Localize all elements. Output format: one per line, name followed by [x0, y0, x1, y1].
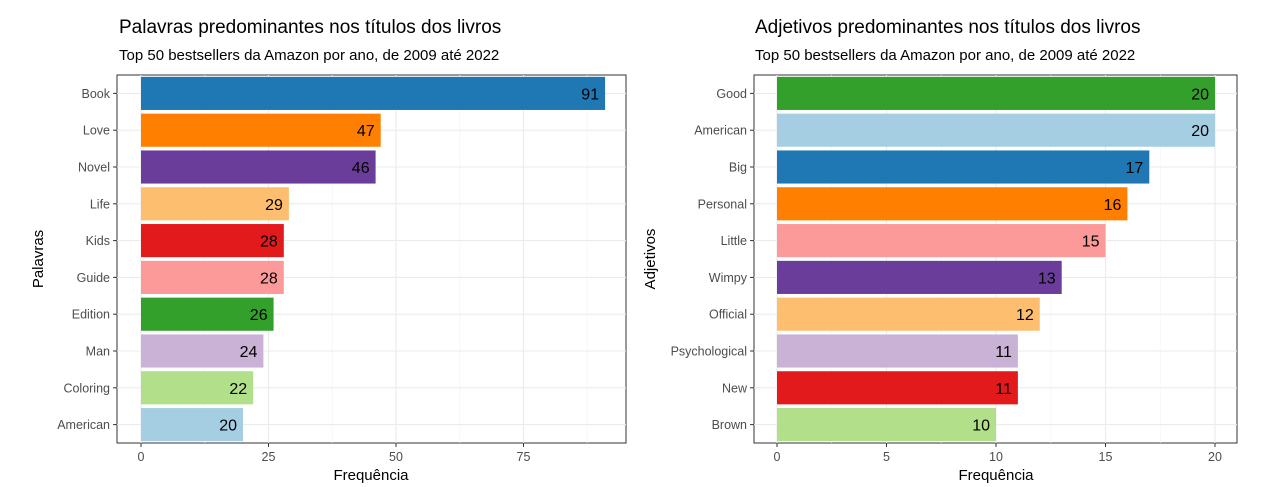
bar [141, 224, 284, 258]
bar [141, 297, 274, 331]
bar [141, 187, 289, 221]
bar-value-label: 46 [352, 160, 370, 177]
bar-value-label: 20 [1191, 123, 1209, 140]
bar-value-label: 24 [240, 344, 258, 361]
y-tick-label: Love [83, 124, 110, 138]
x-tick-label: 50 [389, 450, 403, 464]
bar-value-label: 26 [250, 307, 268, 324]
value-labels-layer: 20 20 17 16 15 13 12 11 11 10 [972, 86, 1209, 434]
bar [141, 334, 264, 368]
bar [777, 76, 1215, 110]
y-tick-label: Book [82, 87, 111, 101]
y-tick-label: Life [90, 197, 110, 211]
plot-frame [116, 74, 627, 444]
y-tick-label: American [694, 124, 747, 138]
bar [777, 334, 1018, 368]
bar-value-label: 47 [357, 123, 375, 140]
y-axis-title: Adjetivos [642, 229, 659, 290]
bar [777, 260, 1062, 294]
x-tick-label: 20 [1208, 450, 1222, 464]
bar-value-label: 12 [1016, 307, 1034, 324]
y-tick-label: Novel [78, 161, 110, 175]
y-tick-labels: Book Love Novel Life Kids Guide Edition Man Colo… [57, 87, 117, 432]
y-tick-label: Big [729, 161, 747, 175]
bar [777, 224, 1106, 258]
bar-value-label: 29 [265, 197, 283, 214]
y-tick-label: Man [86, 345, 110, 359]
y-tick-label: Little [721, 234, 747, 248]
bar-value-label: 11 [995, 381, 1012, 398]
bar-value-label: 20 [1191, 86, 1209, 103]
bar [777, 297, 1040, 331]
x-axis-title: Frequência [958, 467, 1034, 484]
bars-layer [141, 76, 606, 442]
bar [777, 187, 1128, 221]
bar [777, 113, 1215, 147]
chart-panel-palavras: Palavras predominantes nos títulos dos l… [30, 17, 627, 484]
bar-value-label: 13 [1038, 270, 1056, 287]
y-tick-label: Brown [712, 418, 747, 432]
bar [141, 150, 376, 184]
bar-value-label: 91 [581, 86, 599, 103]
y-axis-title: Palavras [30, 230, 47, 288]
bar-value-label: 20 [219, 418, 237, 435]
y-tick-label: American [57, 418, 110, 432]
bar-value-label: 22 [229, 381, 247, 398]
y-tick-label: Official [709, 308, 747, 322]
bar [141, 76, 606, 110]
bar [141, 408, 243, 442]
x-tick-label: 5 [883, 450, 890, 464]
x-tick-label: 15 [1099, 450, 1113, 464]
x-tick-labels: 0 5 10 15 20 [774, 443, 1222, 464]
chart-subtitle: Top 50 bestsellers da Amazon por ano, de… [755, 47, 1136, 64]
bar-value-label: 28 [260, 234, 278, 251]
y-tick-label: New [722, 381, 748, 395]
chart-title: Palavras predominantes nos títulos dos l… [119, 17, 502, 38]
bar [141, 113, 381, 147]
y-tick-label: Kids [86, 234, 110, 248]
bar-value-label: 10 [972, 418, 990, 435]
chart-panel-adjetivos: Adjetivos predominantes nos títulos dos … [640, 0, 1277, 487]
chart-title: Adjetivos predominantes nos títulos dos … [755, 17, 1141, 38]
y-tick-label: Edition [72, 308, 110, 322]
y-tick-label: Personal [698, 197, 747, 211]
y-tick-label: Coloring [63, 381, 110, 395]
x-tick-label: 25 [262, 450, 276, 464]
x-tick-label: 0 [138, 450, 145, 464]
bar [777, 408, 996, 442]
x-tick-label: 10 [989, 450, 1003, 464]
y-tick-label: Wimpy [709, 271, 748, 285]
x-tick-labels: 0 25 50 75 [138, 443, 531, 464]
value-labels-layer: 91 47 46 29 28 28 26 24 22 20 [219, 86, 599, 434]
bar-value-label: 28 [260, 270, 278, 287]
bar [141, 260, 284, 294]
bar-value-label: 11 [995, 344, 1012, 361]
y-tick-label: Good [716, 87, 747, 101]
x-axis-title: Frequência [333, 467, 409, 484]
y-tick-labels: Good American Big Personal Little Wimpy Offici… [671, 87, 754, 432]
bar [777, 371, 1018, 405]
bar [777, 150, 1150, 184]
bar-value-label: 15 [1082, 234, 1100, 251]
bar-chart-adjetivos: Adjetivos Frequência 20 20 17 16 15 13 12 11 11 1… [642, 74, 1238, 484]
x-tick-label: 75 [517, 450, 531, 464]
x-tick-label: 0 [774, 450, 781, 464]
bar-value-label: 16 [1104, 197, 1122, 214]
bar-chart-palavras: Palavras Frequência 91 47 46 29 28 28 26 24 22 20… [30, 74, 627, 484]
bars-layer [777, 76, 1215, 442]
y-tick-label: Guide [77, 271, 110, 285]
bar [141, 371, 254, 405]
bar-value-label: 17 [1126, 160, 1144, 177]
y-tick-label: Psychological [671, 345, 747, 359]
chart-subtitle: Top 50 bestsellers da Amazon por ano, de… [119, 47, 500, 64]
